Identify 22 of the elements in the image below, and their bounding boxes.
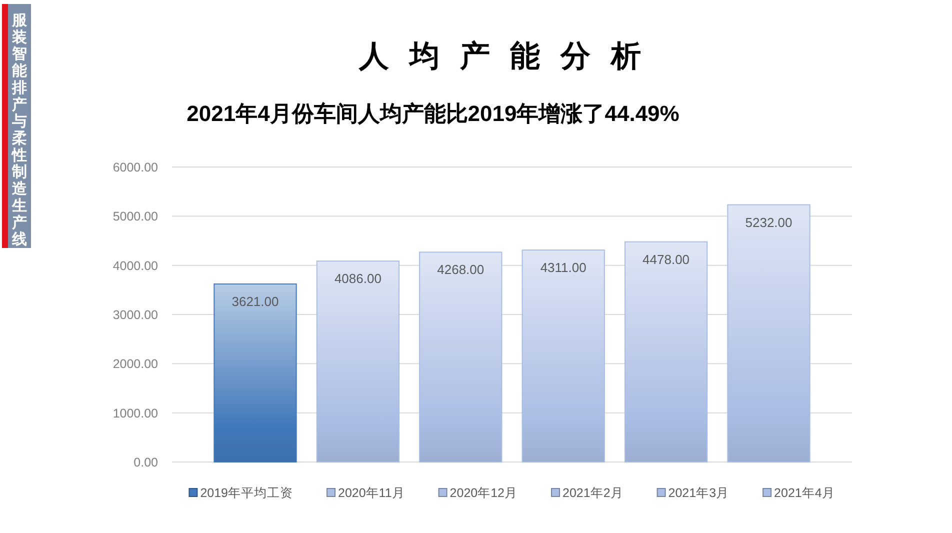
text: 服装智能排产与柔性制造生产线 — [12, 12, 27, 248]
data-label: 5232.00 — [745, 214, 792, 230]
data-label: 4268.00 — [437, 262, 484, 278]
y-tick-label: 5000.00 — [112, 210, 158, 224]
y-tick-label: 6000.00 — [112, 160, 158, 174]
y-tick-label: 0.00 — [134, 456, 158, 470]
data-label: 4086.00 — [334, 271, 382, 286]
chart-subtitle: 2021年4月份车间人均产能比2019年增涨了44.49% — [186, 101, 680, 126]
legend-label: 2020年11月 — [338, 486, 405, 500]
legend-label: 2021年3月 — [668, 486, 730, 500]
legend-label: 2021年2月 — [562, 486, 624, 500]
data-label: 4478.00 — [642, 252, 690, 267]
data-label: 4311.00 — [540, 260, 586, 276]
legend-label: 2019年平均工资 — [200, 486, 293, 500]
legend-label: 2021年4月 — [774, 486, 835, 500]
y-tick-label: 4000.00 — [112, 258, 158, 273]
legend-label: 2020年12月 — [450, 486, 518, 500]
y-tick-label: 1000.00 — [112, 406, 158, 420]
data-label: 3621.00 — [232, 294, 279, 309]
y-tick-label: 2000.00 — [112, 357, 158, 372]
chart-title: 人 均 产 能 分 析 — [358, 40, 647, 73]
y-tick-label: 3000.00 — [112, 308, 158, 322]
